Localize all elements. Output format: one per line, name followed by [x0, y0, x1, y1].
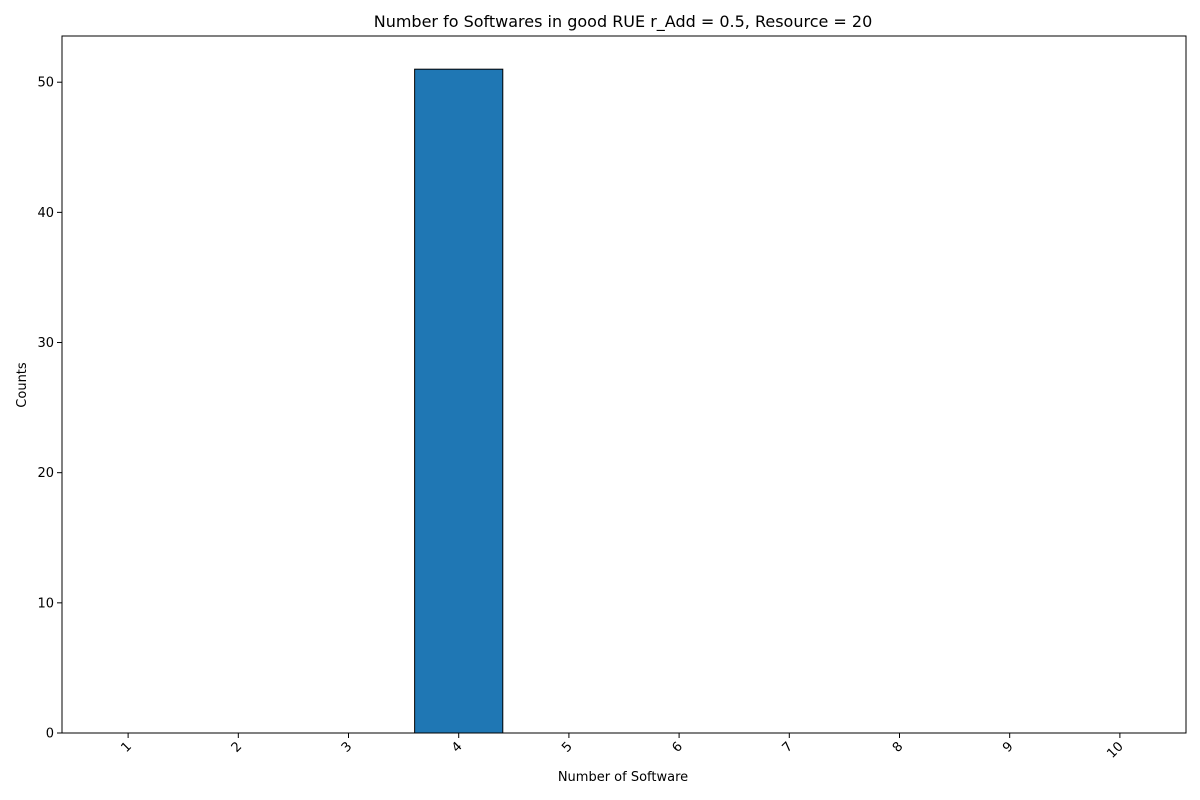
x-axis-label: Number of Software — [558, 770, 688, 785]
plot-area — [62, 36, 1186, 733]
y-tick-label: 50 — [37, 76, 54, 91]
y-tick-label: 10 — [37, 596, 54, 611]
x-tick-label: 7 — [780, 739, 796, 755]
x-tick-label: 2 — [229, 739, 245, 755]
y-axis-label: Counts — [15, 362, 30, 408]
y-tick-label: 40 — [37, 206, 54, 221]
x-axis: 1 2 3 4 5 6 7 8 9 10 — [118, 733, 1126, 762]
y-tick-label: 0 — [46, 727, 54, 742]
bars — [415, 69, 503, 733]
y-tick-label: 30 — [37, 336, 54, 351]
x-tick-label: 8 — [890, 739, 906, 755]
x-tick-label: 1 — [118, 739, 134, 755]
x-tick-label: 10 — [1104, 739, 1126, 761]
bar — [415, 69, 503, 733]
x-tick-label: 5 — [559, 739, 575, 755]
chart-title: Number fo Softwares in good RUE r_Add = … — [374, 12, 873, 32]
x-tick-label: 9 — [1000, 739, 1016, 755]
y-axis: 0 10 20 30 40 50 — [37, 76, 62, 742]
x-tick-label: 4 — [449, 739, 465, 755]
x-tick-label: 6 — [669, 739, 685, 755]
y-tick-label: 20 — [37, 466, 54, 481]
x-tick-label: 3 — [339, 739, 355, 755]
